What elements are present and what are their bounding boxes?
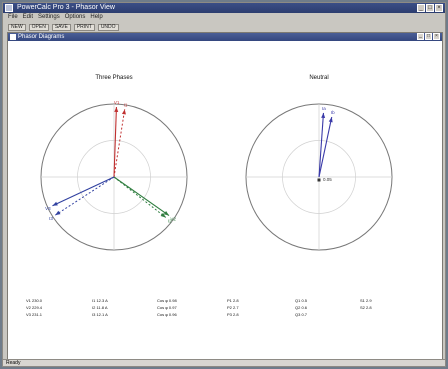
diagram-title: Neutral xyxy=(309,75,328,81)
table-cell: S2 2.8 xyxy=(360,305,372,310)
phasor-line xyxy=(113,176,170,216)
table-cell: V2 229.4 xyxy=(26,305,43,310)
phasor-label: V1 xyxy=(114,100,120,105)
phasor-line xyxy=(113,176,167,218)
window-title: PowerCalc Pro 3 - Phasor View xyxy=(17,4,115,11)
diagram-title: Three Phases xyxy=(95,75,132,81)
table-cell: Q1 0.5 xyxy=(295,298,308,303)
neutral-marker xyxy=(317,178,321,182)
phasor-arrowhead xyxy=(328,117,333,123)
phasor-label: I1 xyxy=(124,102,128,107)
table-cell: I2 11.8 A xyxy=(92,305,108,310)
phasor-line xyxy=(318,116,333,178)
table-cell: V1 230.0 xyxy=(26,298,43,303)
phasor-arrowhead xyxy=(114,106,119,113)
status-text: Ready xyxy=(6,360,21,366)
phasor-label: Ib xyxy=(331,110,335,115)
phasor-arrowhead xyxy=(52,201,58,206)
child-window-controls: _ □ × xyxy=(417,33,440,40)
table-cell: P3 2.8 xyxy=(227,312,239,317)
phasor-line xyxy=(113,109,126,178)
menu-settings[interactable]: Settings xyxy=(38,14,60,20)
table-cell: Cos φ 0.97 xyxy=(157,305,177,310)
phasor-label: I2 xyxy=(168,219,172,224)
status-bar: Ready xyxy=(3,359,445,366)
phasor-label: I3 xyxy=(49,216,53,221)
phasor-arrowhead xyxy=(160,212,166,218)
table-cell: S1 2.9 xyxy=(360,298,372,303)
child-close-button[interactable]: × xyxy=(433,33,440,40)
document-icon xyxy=(10,34,16,40)
table-cell: Cos φ 0.98 xyxy=(157,298,177,303)
table-cell: Q2 0.6 xyxy=(295,305,308,310)
phasor-arrowhead xyxy=(163,211,170,216)
tool-save[interactable]: SAVE xyxy=(51,23,71,31)
table-cell: Cos φ 0.96 xyxy=(157,312,177,317)
phasor-arrowhead xyxy=(121,109,126,115)
phasor-label: Ia xyxy=(322,106,326,111)
child-title: Phasor Diagrams xyxy=(18,34,65,40)
phasor-line xyxy=(113,106,117,178)
phasor-label: V2 xyxy=(170,216,176,221)
table-cell: P2 2.7 xyxy=(227,305,239,310)
phasor-label: V3 xyxy=(45,206,51,211)
tool-new[interactable]: NEW xyxy=(8,23,26,31)
menu-file[interactable]: File xyxy=(8,14,18,20)
maximize-button[interactable]: □ xyxy=(426,4,434,12)
menu-help[interactable]: Help xyxy=(90,14,103,20)
minimize-button[interactable]: _ xyxy=(417,4,425,12)
phasor-line xyxy=(318,112,325,178)
toolbar: NEW OPEN SAVE PRINT UNDO xyxy=(3,22,445,32)
phasor-line xyxy=(54,176,115,216)
menu-edit[interactable]: Edit xyxy=(22,14,34,20)
child-title-bar: Phasor Diagrams _ □ × xyxy=(8,33,442,41)
child-minimize-button[interactable]: _ xyxy=(417,33,424,40)
tool-print[interactable]: PRINT xyxy=(73,23,95,31)
table-cell: I1 12.3 A xyxy=(92,298,108,303)
window-controls: _ □ × xyxy=(417,4,443,12)
table-cell: P1 2.8 xyxy=(227,298,239,303)
phasor-line xyxy=(52,176,115,207)
menu-options[interactable]: Options xyxy=(64,14,86,20)
table-cell: I3 12.1 A xyxy=(92,312,108,317)
phasor-child-window: Phasor Diagrams _ □ × Three Phases V1 I1 V2… xyxy=(7,32,443,361)
table-cell: V3 231.1 xyxy=(26,312,43,317)
app-icon xyxy=(5,4,13,12)
title-bar: PowerCalc Pro 3 - Phasor View _ □ × xyxy=(3,3,445,13)
menu-bar: File Edit Settings Options Help xyxy=(3,13,445,22)
table-cell: Q3 0.7 xyxy=(295,312,308,317)
close-button[interactable]: × xyxy=(435,4,443,12)
tool-open[interactable]: OPEN xyxy=(28,23,49,31)
phasor-arrowhead xyxy=(321,112,326,119)
tool-undo[interactable]: UNDO xyxy=(97,23,119,31)
phasor-arrowhead xyxy=(55,210,61,216)
center-label: 0.05 xyxy=(323,177,332,182)
child-maximize-button[interactable]: □ xyxy=(425,33,432,40)
